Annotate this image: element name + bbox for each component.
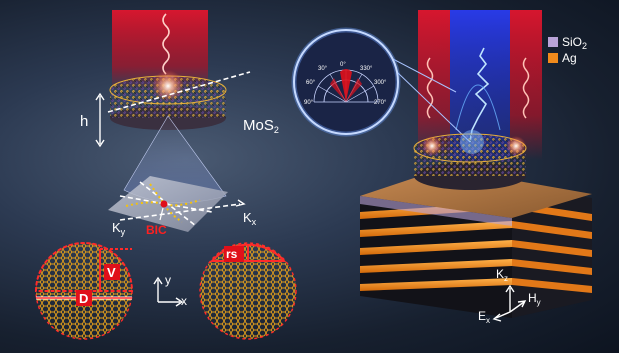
- kx-label: Kx: [243, 210, 257, 227]
- hexagonal-disk-v: [34, 242, 134, 340]
- polar-tick-300: 300°: [374, 80, 387, 86]
- legend-swatch-ag: [548, 53, 558, 63]
- height-label: h: [80, 113, 88, 130]
- d-label: D: [79, 291, 88, 306]
- legend-swatch-sio2: [548, 37, 558, 47]
- bic-label: BIC: [146, 223, 167, 237]
- blue-wave-packet: [469, 47, 490, 143]
- polar-tick-0: 0°: [340, 62, 346, 68]
- polar-plot: [291, 27, 471, 143]
- right-nanodisk: [413, 130, 527, 190]
- polar-tick-60: 60°: [306, 80, 316, 86]
- polar-tick-270: 270°: [374, 100, 387, 106]
- axis-y-label: y: [165, 273, 171, 287]
- blue-wave-packet-glow: [455, 84, 501, 131]
- hexagonal-disk-rs: [199, 242, 297, 340]
- right-red-beam-right: [510, 10, 542, 160]
- left-disk-axis: [107, 71, 251, 113]
- right-photon-wave-1: [426, 57, 434, 119]
- k-space-plane: [108, 176, 241, 232]
- rs-label: rs: [226, 247, 238, 261]
- field-axes: [492, 284, 527, 322]
- legend: SiO2 Ag: [548, 35, 587, 65]
- legend-label-ag: Ag: [562, 51, 577, 65]
- legend-label-sio2: SiO2: [562, 35, 587, 51]
- v-label: V: [107, 265, 116, 280]
- bic-pointer: [159, 207, 164, 221]
- polar-tick-30: 30°: [318, 66, 328, 72]
- polar-tick-90: 90°: [304, 100, 314, 106]
- material-label: MoS2: [243, 117, 279, 135]
- left-photon-wave: [162, 13, 170, 75]
- polar-tick-330: 330°: [360, 66, 373, 72]
- right-photon-wave-2: [522, 57, 530, 119]
- left-nanodisk: [109, 70, 227, 130]
- multilayer-stack: [360, 168, 592, 318]
- ky-label: Ky: [112, 220, 126, 237]
- axis-x-label: x: [181, 294, 187, 308]
- xy-axes: [153, 276, 184, 307]
